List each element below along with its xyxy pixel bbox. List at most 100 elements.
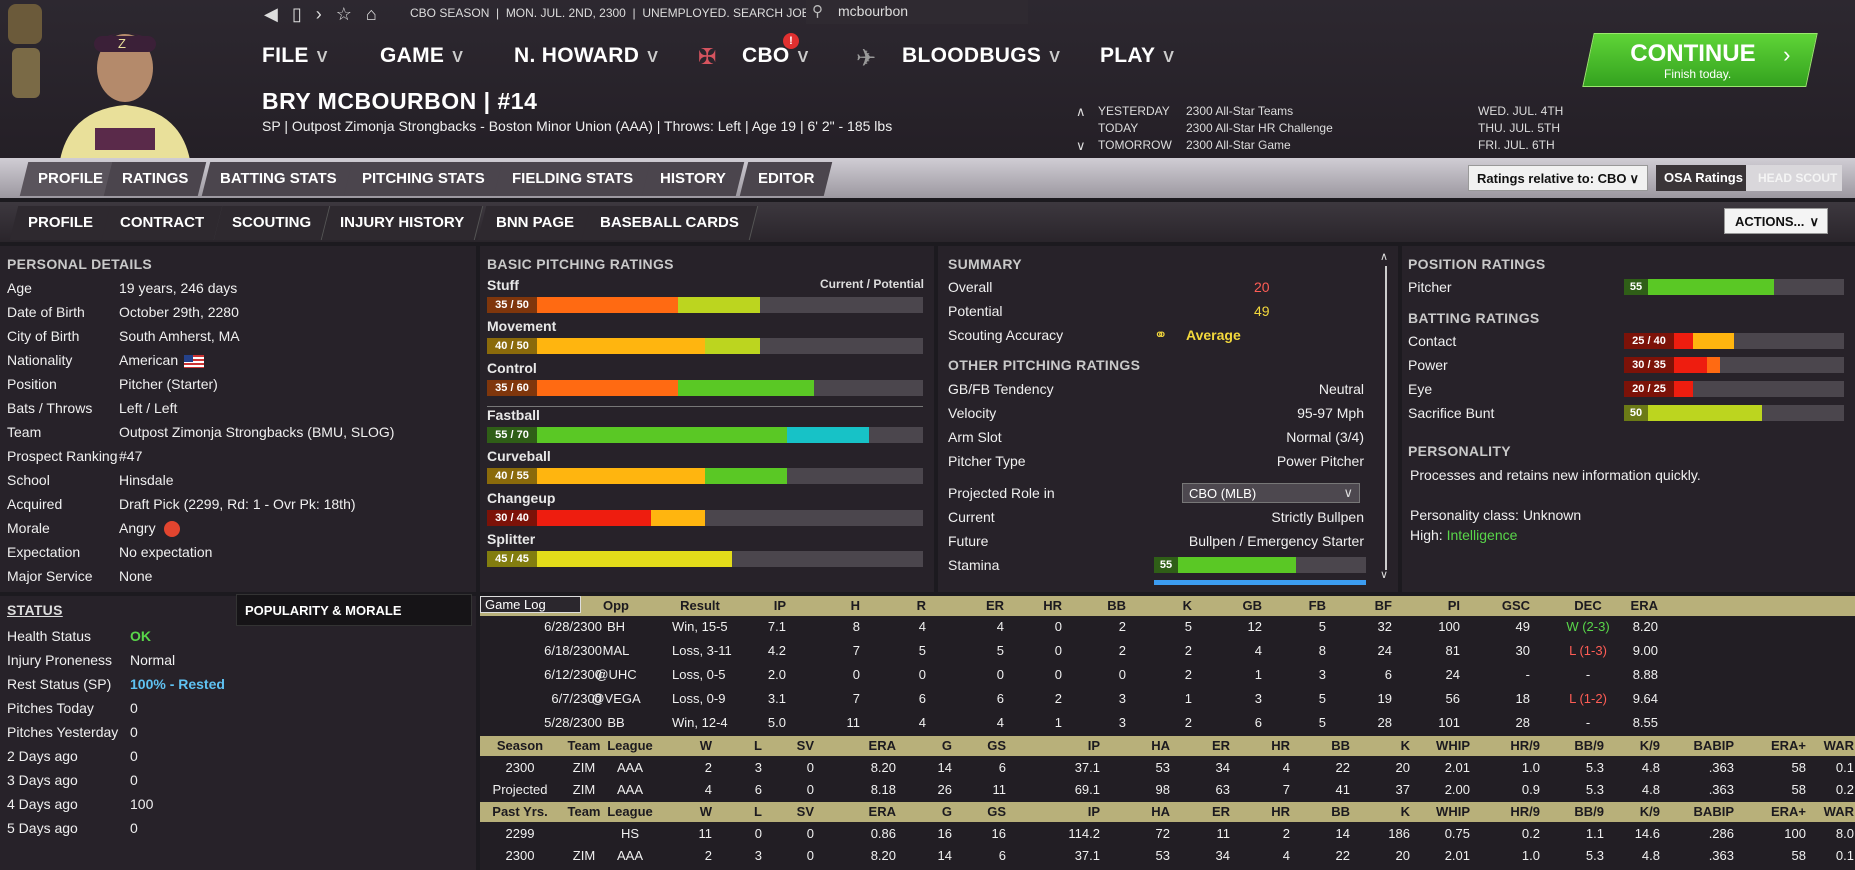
game-log-column-header[interactable]: BB (1107, 598, 1126, 613)
stats-column-header[interactable]: L (754, 804, 762, 819)
schedule-event[interactable]: 2300 All-Star Teams (1186, 104, 1294, 118)
stats-column-header[interactable]: GS (987, 738, 1006, 753)
stats-column-header[interactable]: K/9 (1639, 738, 1660, 753)
stats-column-header[interactable]: IP (1087, 804, 1100, 819)
game-log-column-header[interactable]: GSC (1501, 598, 1530, 613)
season-row[interactable]: 2300 ZIM AAA 2 3 0 8.20 14 6 37.1 53 34 4 22 20 2.01 1.0… (480, 758, 1855, 778)
game-log-column-header[interactable]: Result (680, 598, 720, 613)
schedule-down-icon[interactable]: ∨ (1076, 138, 1086, 153)
stats-column-header[interactable]: Past Yrs. (492, 804, 548, 819)
mascot-icon[interactable] (12, 48, 40, 98)
stats-column-header[interactable]: SV (796, 738, 814, 753)
stats-column-header[interactable]: Team (567, 738, 601, 753)
past-row[interactable]: 2300 ZIM AAA 2 3 0 8.20 14 6 37.1 53 34 4 22 20 2.01 1.0… (480, 846, 1855, 866)
stats-column-header[interactable]: W (699, 804, 712, 819)
stats-column-header[interactable]: League (607, 738, 653, 753)
star-icon[interactable]: ☆ (335, 4, 352, 24)
stats-column-header[interactable]: ER (1211, 804, 1230, 819)
scroll-thumb[interactable] (1385, 266, 1387, 570)
game-log-column-header[interactable]: DEC (1574, 598, 1602, 613)
stats-column-header[interactable]: HR/9 (1510, 804, 1540, 819)
stats-column-header[interactable]: League (607, 804, 653, 819)
stats-column-header[interactable]: IP (1087, 738, 1100, 753)
search-input[interactable]: mcbourbon (838, 3, 909, 19)
stats-column-header[interactable]: ERA (868, 804, 896, 819)
game-log-row[interactable]: 6/28/2300 BH Win, 15-5 7.1 8 4 4 0 2 5 12 5 32 100 49 W… (480, 617, 1855, 637)
game-log-column-header[interactable]: GB (1242, 598, 1263, 613)
past-row[interactable]: 2299 HS 11 0 0 0.86 16 16 114.2 72 11 2 14 186 0.75 0.2… (480, 824, 1855, 844)
tab-editor[interactable]: EDITOR (739, 162, 833, 196)
stats-column-header[interactable]: G (941, 804, 952, 819)
stats-column-header[interactable]: HR (1271, 804, 1290, 819)
menu-team[interactable]: BLOODBUGS V (902, 44, 1061, 67)
stats-column-header[interactable]: BB/9 (1574, 738, 1604, 753)
subtab-bnn-page[interactable]: BNN PAGE (477, 206, 594, 240)
menu-file[interactable]: FILE V (262, 44, 328, 67)
stats-column-header[interactable]: BB (1331, 804, 1350, 819)
menu-manager[interactable]: N. HOWARD V (514, 44, 659, 67)
continue-button[interactable]: CONTINUE Finish today. › (1582, 33, 1818, 87)
stats-column-header[interactable]: G (941, 738, 952, 753)
game-log-column-header[interactable]: HR (1043, 598, 1062, 613)
season-row[interactable]: Projected ZIM AAA 4 6 0 8.18 26 11 69.1 98 63 7 41 37 2… (480, 780, 1855, 800)
game-log-column-header[interactable]: ER (985, 598, 1004, 613)
stats-column-header[interactable]: BABIP (1693, 738, 1734, 753)
popularity-morale-tab[interactable]: POPULARITY & MORALE (236, 594, 472, 626)
stats-column-header[interactable]: Team (567, 804, 601, 819)
scroll-down-icon[interactable]: ∨ (1380, 569, 1389, 581)
stats-column-header[interactable]: ER (1211, 738, 1230, 753)
subtab-injury-history[interactable]: INJURY HISTORY (321, 206, 484, 240)
game-log-column-header[interactable]: R (916, 598, 926, 613)
stats-column-header[interactable]: Season (496, 738, 544, 753)
stats-column-header[interactable]: WHIP (1436, 738, 1470, 753)
status-title[interactable]: STATUS (7, 602, 63, 618)
schedule-event[interactable]: 2300 All-Star Game (1186, 138, 1291, 152)
subtab-scouting[interactable]: SCOUTING (213, 206, 331, 240)
stats-column-header[interactable]: K (1400, 804, 1410, 819)
stats-column-header[interactable]: BB (1331, 738, 1350, 753)
tab-pitching-stats[interactable]: PITCHING STATS (343, 162, 504, 196)
osa-ratings-toggle[interactable]: OSA Ratings (1656, 165, 1746, 191)
stats-column-header[interactable]: WAR (1823, 804, 1854, 819)
stats-column-header[interactable]: GS (987, 804, 1006, 819)
subtab-contract[interactable]: CONTRACT (101, 206, 224, 240)
tab-history[interactable]: HISTORY (641, 162, 745, 196)
game-log-column-header[interactable]: H (850, 598, 860, 613)
game-log-row[interactable]: 6/7/2300 @VEGA Loss, 0-9 3.1 7 6 6 2 3 1 3 5 19 56 18 L… (480, 689, 1855, 709)
stats-column-header[interactable]: K/9 (1639, 804, 1660, 819)
game-log-column-header[interactable]: BF (1374, 598, 1392, 613)
stats-column-header[interactable]: HR/9 (1510, 738, 1540, 753)
head-scout-toggle[interactable]: HEAD SCOUT (1746, 165, 1842, 191)
summary-scrollbar[interactable]: ∧ ∨ (1380, 250, 1392, 581)
game-log-column-header[interactable]: ERA (1630, 598, 1658, 613)
menu-league[interactable]: CBO V (742, 44, 809, 67)
stats-column-header[interactable]: K (1400, 738, 1410, 753)
tab-fielding-stats[interactable]: FIELDING STATS (493, 162, 652, 196)
game-log-row[interactable]: 6/12/2300 @UHC Loss, 0-5 2.0 0 0 0 0 0 2 1 3 6 24 - - 8.… (480, 665, 1855, 685)
stats-column-header[interactable]: HR (1271, 738, 1290, 753)
game-log-row[interactable]: 6/18/2300 MAL Loss, 3-11 4.2 7 5 5 0 2 2 4 8 24 81 30 L… (480, 641, 1855, 661)
stats-column-header[interactable]: ERA+ (1770, 804, 1806, 819)
projected-role-select[interactable]: CBO (MLB) ∨ (1182, 483, 1360, 503)
stats-column-header[interactable]: WHIP (1436, 804, 1470, 819)
job-status-link[interactable]: UNEMPLOYED. SEARCH JOBS... (642, 6, 828, 20)
ratings-relative-select[interactable]: Ratings relative to: CBO ∨ (1468, 165, 1648, 191)
subtab-baseball-cards[interactable]: BASEBALL CARDS (581, 206, 759, 240)
scroll-up-icon[interactable]: ∧ (1380, 251, 1389, 263)
game-log-column-header[interactable]: Opp (603, 598, 629, 613)
schedule-up-icon[interactable]: ∧ (1076, 104, 1086, 119)
stats-column-header[interactable]: BABIP (1693, 804, 1734, 819)
subtab-profile[interactable]: PROFILE (9, 206, 113, 240)
manager-avatar-icon[interactable] (8, 4, 42, 44)
forward-icon[interactable]: › (315, 4, 322, 24)
game-log-row[interactable]: 5/28/2300 BB Win, 12-4 5.0 11 4 4 1 3 2 6 5 28 101 28 -… (480, 713, 1855, 733)
stats-column-header[interactable]: ERA+ (1770, 738, 1806, 753)
search-box[interactable]: ⚲ mcbourbon (806, 0, 1028, 24)
game-log-select[interactable]: Game Log (480, 596, 581, 613)
game-log-column-header[interactable]: FB (1308, 598, 1326, 613)
game-log-column-header[interactable]: IP (773, 598, 786, 613)
tab-batting-stats[interactable]: BATTING STATS (201, 162, 355, 196)
stats-column-header[interactable]: L (754, 738, 762, 753)
menu-play[interactable]: PLAY V (1100, 44, 1175, 67)
stats-column-header[interactable]: ERA (868, 738, 896, 753)
